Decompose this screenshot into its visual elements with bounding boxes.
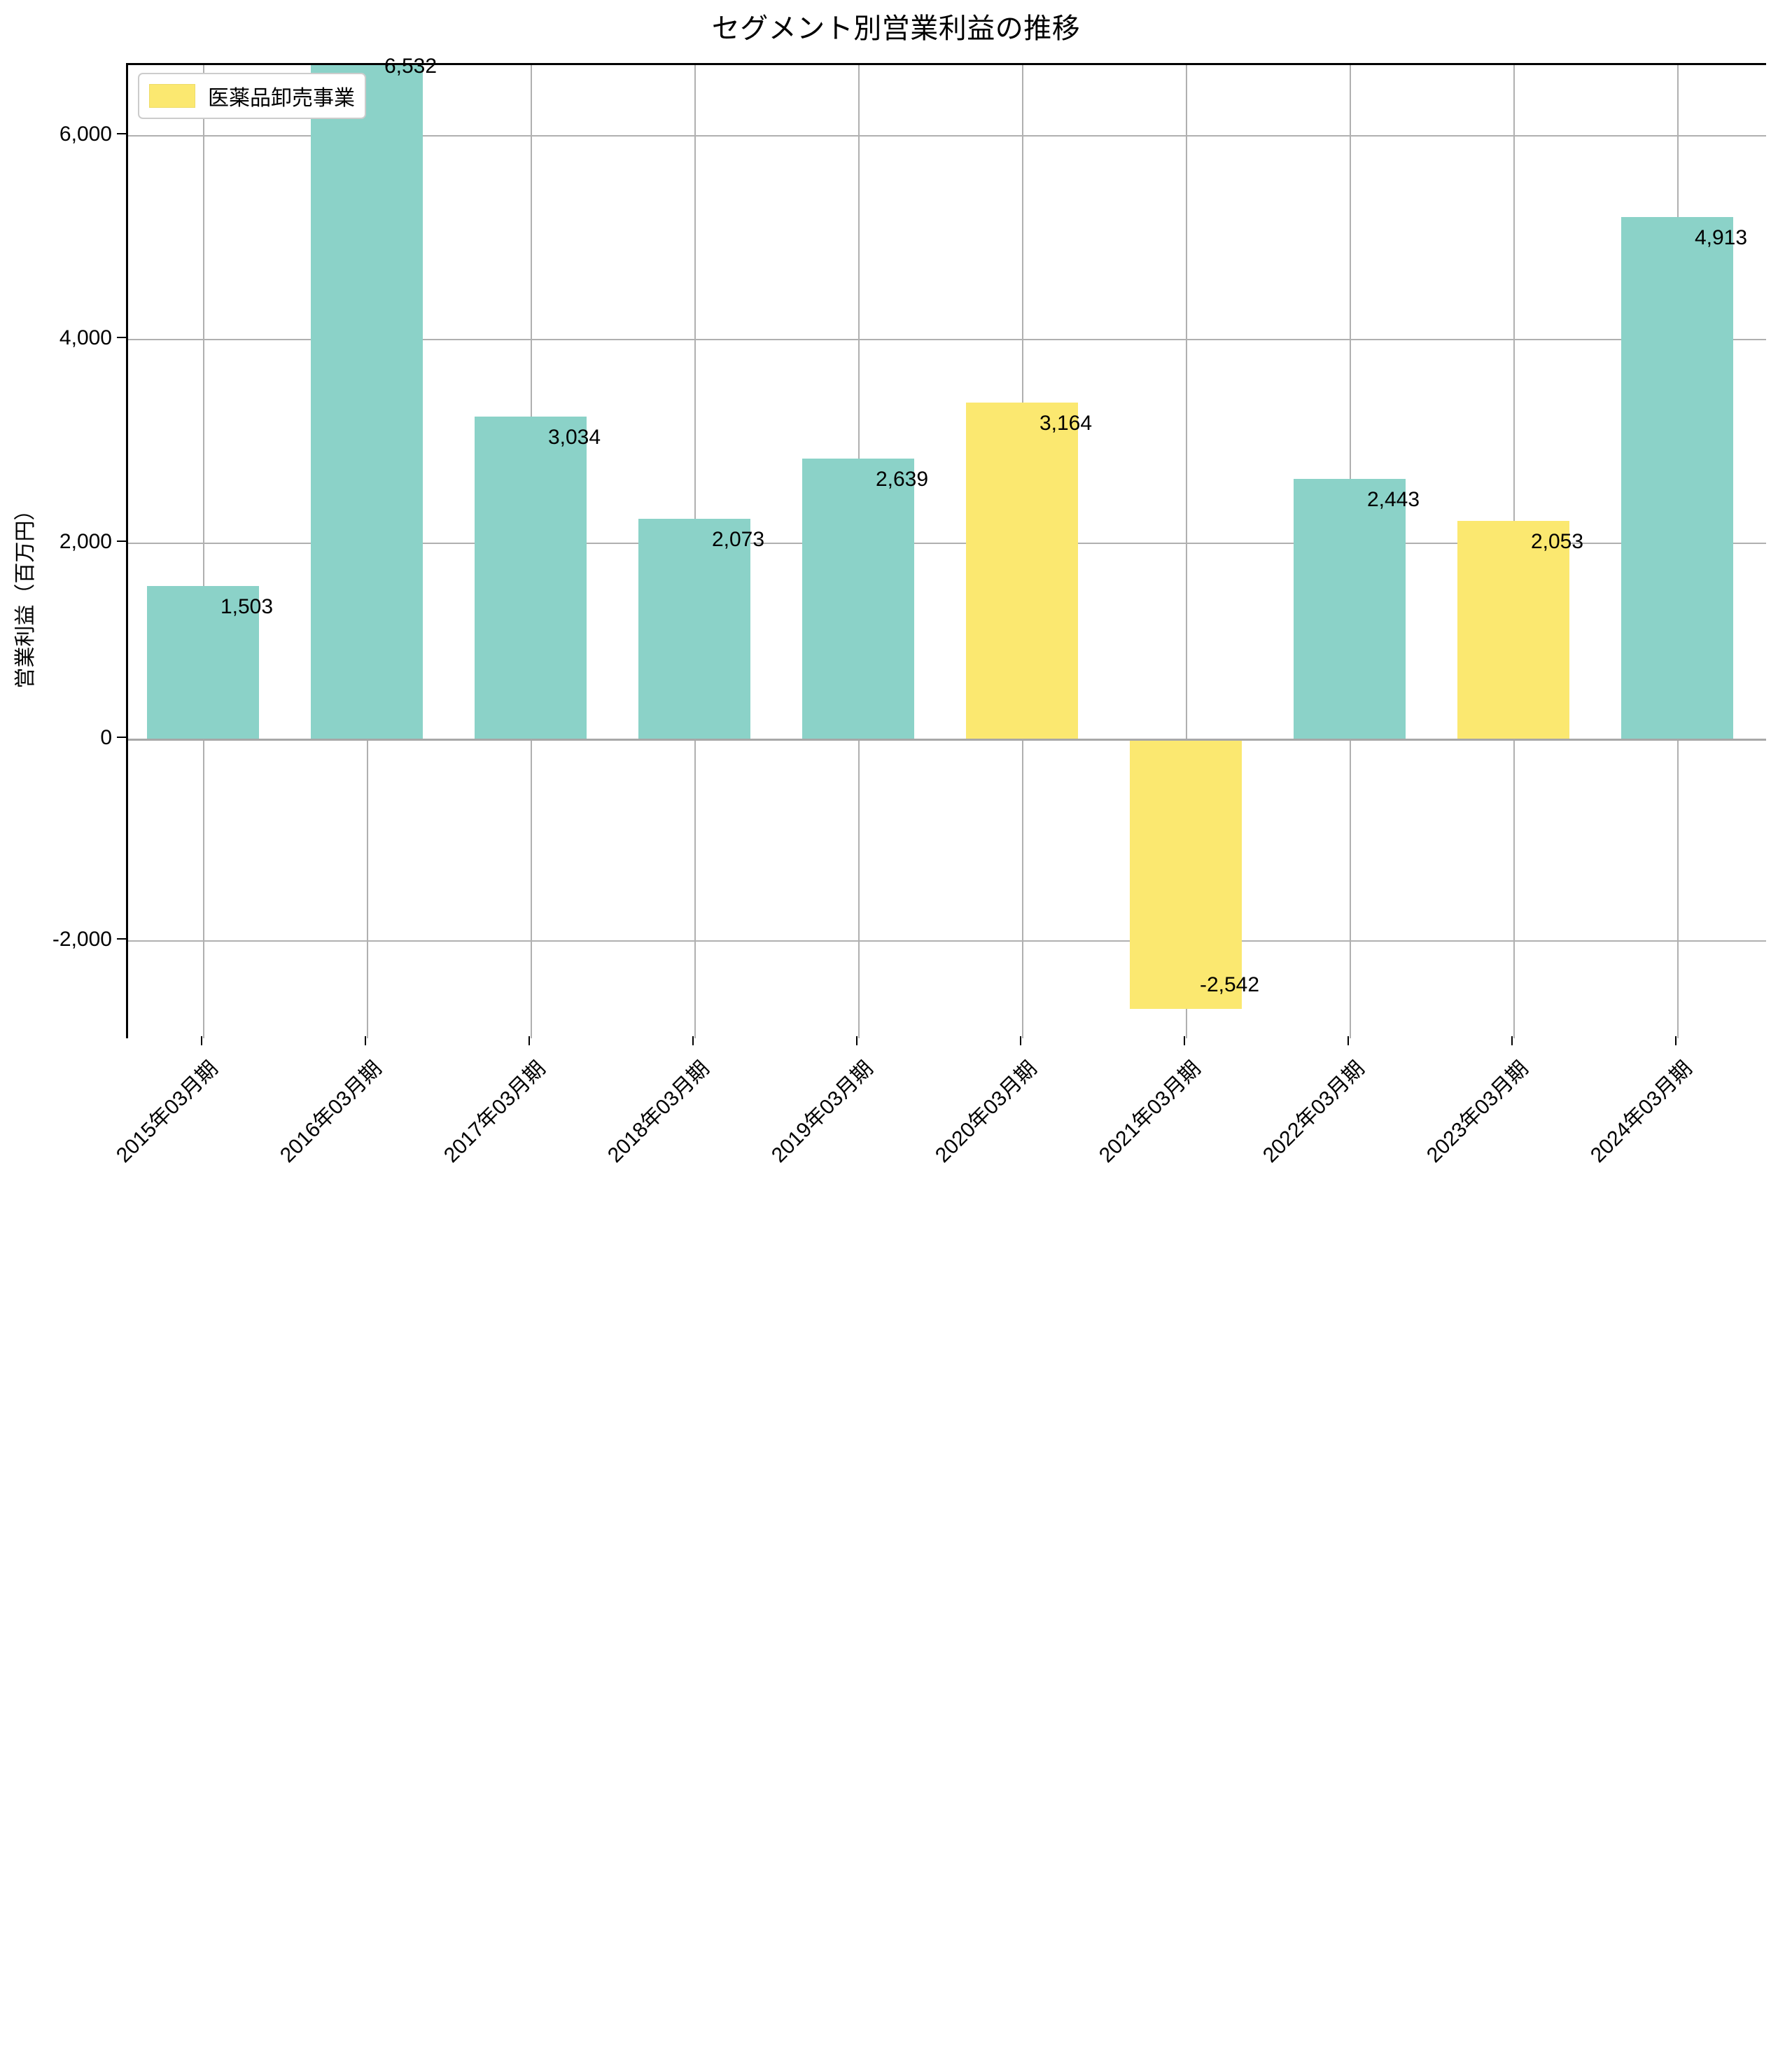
x-tick-label-6: 2021年03月期 [1094, 1057, 1205, 1168]
bar-2016[interactable] [311, 65, 423, 739]
gridline-y-6000 [128, 135, 1766, 137]
legend-entry-label: 医薬品卸売事業 [208, 87, 355, 110]
y-tick-mark-4000 [117, 337, 126, 338]
bar-value-2016: 6,532 [384, 55, 438, 78]
y-tick-label-neg2000: -2,000 [52, 928, 112, 951]
bar-2015[interactable] [147, 586, 259, 739]
bar-2023[interactable] [1457, 521, 1569, 739]
bar-value-2021: -2,542 [1199, 973, 1260, 996]
bar-value-2015: 1,503 [220, 595, 274, 618]
x-tick-mark-1 [365, 1036, 366, 1045]
x-tick-mark-2 [528, 1036, 530, 1045]
bar-2024[interactable] [1621, 217, 1733, 739]
bar-value-2019: 2,639 [875, 468, 929, 491]
y-tick-mark-neg2000 [117, 938, 126, 940]
bar-value-2024: 4,913 [1694, 226, 1748, 249]
y-tick-mark-0 [117, 737, 126, 738]
y-tick-mark-6000 [117, 133, 126, 134]
x-tick-mark-7 [1348, 1036, 1349, 1045]
chart-figure: セグメント別営業利益の推移 営業利益（百万円） -2,000 0 2,000 4… [14, 13, 1766, 1168]
bar-value-2023: 2,053 [1530, 530, 1584, 553]
bar-value-2020: 3,164 [1039, 412, 1093, 435]
chart-legend[interactable]: 医薬品卸売事業 [138, 73, 366, 119]
bar-2018[interactable] [638, 519, 750, 739]
bar-2019[interactable] [802, 459, 914, 739]
y-tick-mark-2000 [117, 541, 126, 542]
x-tick-label-5: 2020年03月期 [930, 1057, 1042, 1168]
y-tick-label-2000: 2,000 [59, 530, 112, 553]
bar-2017[interactable] [475, 417, 587, 739]
plot-area: 1,503 6,532 3,034 2,073 2,639 3,164 -2,5… [126, 55, 1766, 1038]
zero-line [128, 739, 1766, 741]
chart-title: セグメント別営業利益の推移 [711, 13, 1081, 44]
gridline-y-4000 [128, 339, 1766, 340]
x-tick-label-8: 2023年03月期 [1422, 1057, 1533, 1168]
gridline-x-0 [203, 65, 204, 1038]
gridline-y-2000 [128, 543, 1766, 544]
y-axis-title: 営業利益（百万円） [14, 499, 37, 689]
bar-value-2017: 3,034 [547, 426, 601, 449]
bar-2020[interactable] [966, 403, 1078, 739]
x-tick-mark-4 [856, 1036, 858, 1045]
x-tick-mark-9 [1675, 1036, 1676, 1045]
x-tick-mark-8 [1511, 1036, 1513, 1045]
x-tick-mark-6 [1184, 1036, 1185, 1045]
x-tick-label-4: 2019年03月期 [766, 1057, 878, 1168]
bar-value-2018: 2,073 [711, 528, 765, 551]
x-tick-mark-5 [1020, 1036, 1021, 1045]
y-tick-label-4000: 4,000 [59, 326, 112, 349]
y-tick-label-0: 0 [100, 726, 112, 749]
bar-2022[interactable] [1294, 479, 1406, 739]
x-tick-mark-0 [201, 1036, 202, 1045]
bar-value-2022: 2,443 [1366, 488, 1420, 511]
x-tick-label-7: 2022年03月期 [1258, 1057, 1369, 1168]
bar-2021[interactable] [1130, 739, 1242, 1009]
gridline-y-neg2000 [128, 940, 1766, 942]
x-tick-label-9: 2024年03月期 [1586, 1057, 1697, 1168]
y-tick-label-6000: 6,000 [59, 123, 112, 146]
plot-clip [128, 65, 1766, 1038]
gridline-x-6 [1186, 65, 1187, 1038]
legend-swatch-icon [149, 84, 195, 108]
x-tick-mark-3 [692, 1036, 694, 1045]
